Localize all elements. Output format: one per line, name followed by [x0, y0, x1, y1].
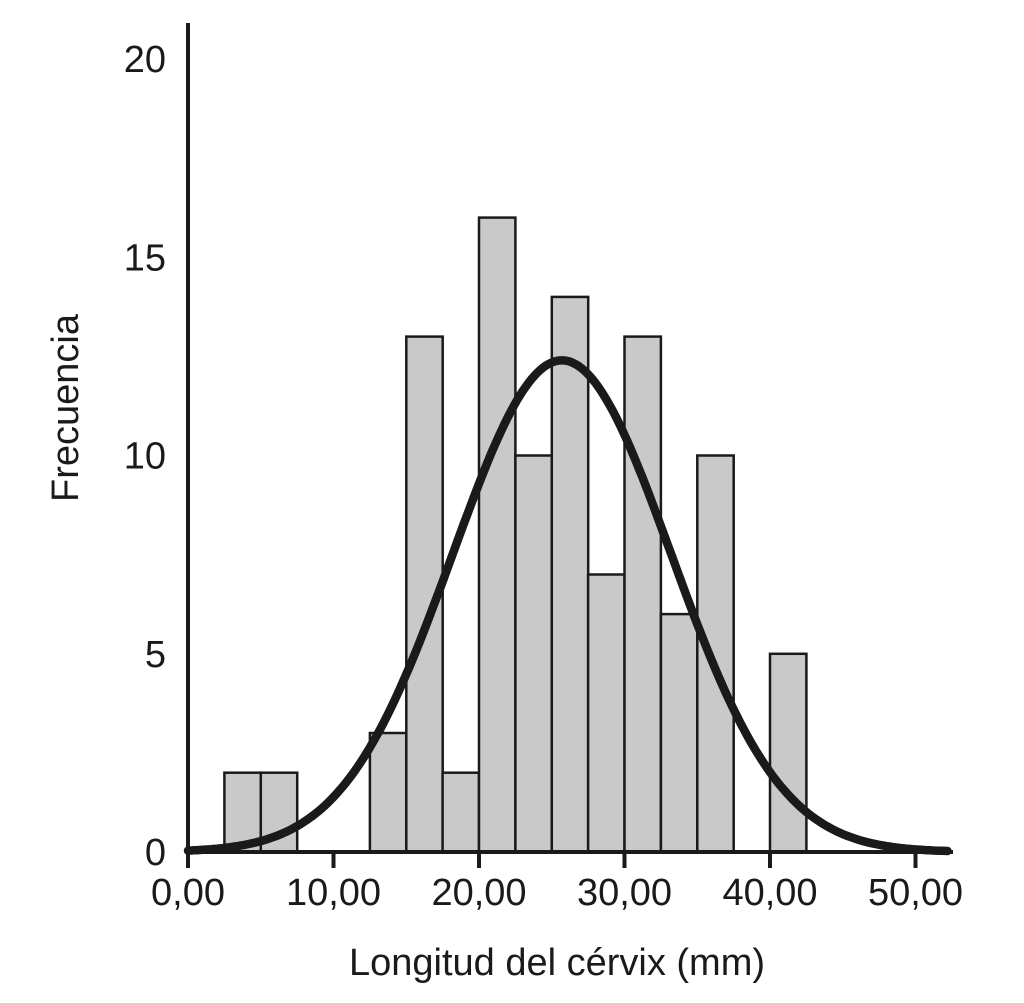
x-tick-label: 30,00: [577, 872, 672, 914]
histogram-bar: [368, 731, 408, 854]
x-axis-title: Longitud del cérvix (mm): [349, 942, 765, 984]
y-tick-label: 10: [124, 436, 166, 478]
histogram-bar: [441, 771, 481, 854]
x-tick-label: 0,00: [151, 872, 225, 914]
x-tick-label: 50,00: [868, 872, 963, 914]
normal-curve: [183, 356, 952, 856]
histogram-bar: [623, 335, 663, 854]
bars-group: [223, 216, 808, 854]
y-tick-label: 20: [124, 39, 166, 81]
histogram-bar: [696, 454, 735, 854]
histogram-bar: [477, 216, 517, 854]
axes-group: [186, 23, 953, 854]
ticks-group: [186, 852, 918, 868]
histogram-bar: [550, 295, 590, 854]
x-tick-label: 10,00: [286, 872, 381, 914]
tick-labels-group: 0,00 10,00 20,00 30,00 40,00 50,00 0 5 10 15 20: [124, 39, 963, 914]
y-tick-label: 0: [145, 832, 166, 874]
x-tick-label: 20,00: [431, 872, 526, 914]
histogram-bar: [659, 612, 699, 854]
x-tick-label: 40,00: [722, 872, 817, 914]
histogram-bar: [586, 573, 626, 854]
y-tick-label: 15: [124, 237, 166, 279]
y-tick-label: 5: [145, 634, 166, 676]
y-axis-title: Frecuencia: [45, 313, 87, 502]
histogram-bar: [768, 652, 808, 854]
histogram-bar: [514, 454, 554, 854]
